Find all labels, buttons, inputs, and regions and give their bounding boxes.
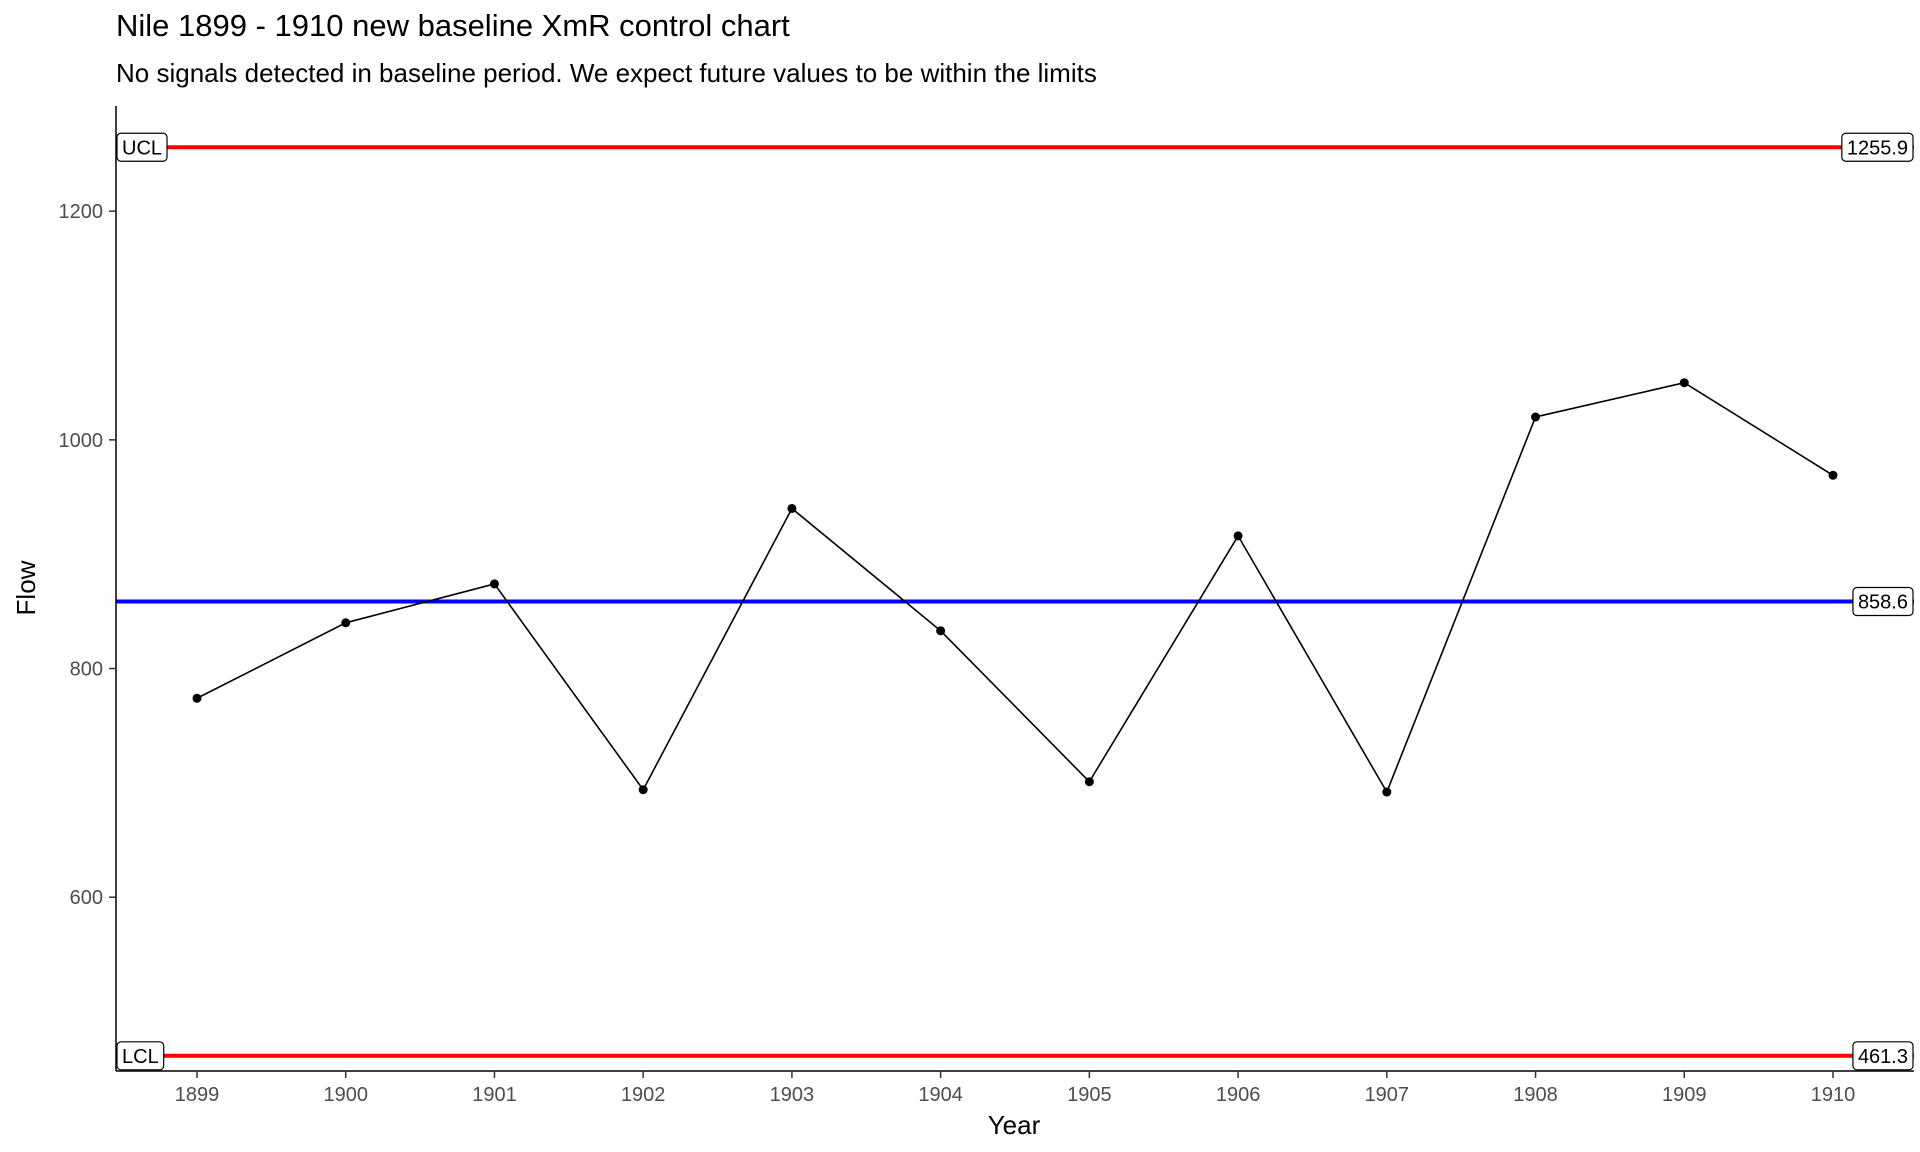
ucl-value-label-text: 1255.9: [1847, 137, 1908, 159]
data-point-1910: [1828, 470, 1838, 480]
ucl-label-text: UCL: [122, 137, 162, 159]
data-point-1900: [341, 618, 351, 628]
data-point-1904: [936, 626, 946, 636]
lcl-label-box: [116, 1041, 165, 1071]
x-tick-label-1907: 1907: [1365, 1084, 1410, 1106]
y-tick-label-600: 600: [70, 887, 103, 909]
data-point-1902: [638, 785, 648, 795]
x-tick-label-1910: 1910: [1811, 1084, 1856, 1106]
x-tick-label-1908: 1908: [1513, 1084, 1558, 1106]
lcl-value-label-box: [1852, 1041, 1914, 1071]
data-point-1906: [1233, 531, 1243, 541]
lcl-value-label-text: 461.3: [1858, 1046, 1908, 1068]
x-tick-label-1909: 1909: [1662, 1084, 1707, 1106]
data-point-1905: [1084, 777, 1094, 787]
mean-value-label: 858.6: [1852, 586, 1914, 617]
lcl-label-text: LCL: [122, 1046, 159, 1068]
mean-value-label-text: 858.6: [1858, 592, 1908, 614]
x-tick-label-1899: 1899: [175, 1084, 220, 1106]
flow-line: [196, 381, 1834, 794]
data-point-1899: [192, 693, 202, 703]
reference-labels: UCL 1255.9 858.6 LCL 461.3: [116, 132, 1914, 1071]
data-point-1901: [489, 579, 499, 589]
ucl-label: UCL: [116, 132, 168, 162]
lcl-label: LCL: [116, 1041, 165, 1071]
data-point-1903: [787, 503, 797, 513]
ucl-value-label-box: [1841, 132, 1914, 162]
lcl-value-label: 461.3: [1852, 1041, 1914, 1071]
x-axis-title: Year: [988, 1110, 1041, 1140]
x-tick-label-1902: 1902: [621, 1084, 666, 1106]
y-tick-label-800: 800: [70, 659, 103, 681]
x-tick-label-1906: 1906: [1216, 1084, 1261, 1106]
x-tick-label-1901: 1901: [472, 1084, 517, 1106]
mean-value-label-box: [1852, 586, 1914, 617]
y-tick-label-1000: 1000: [59, 430, 104, 452]
ucl-label-box: [116, 132, 168, 162]
x-tick-label-1903: 1903: [770, 1084, 815, 1106]
chart-subtitle: No signals detected in baseline period. …: [116, 58, 1097, 88]
x-tick-label-1905: 1905: [1067, 1084, 1112, 1106]
x-tick-label-1900: 1900: [323, 1084, 368, 1106]
data-point-1908: [1531, 412, 1541, 422]
y-tick-label-1200: 1200: [59, 201, 104, 223]
y-axis-title: Flow: [11, 560, 41, 615]
x-tick-label-1904: 1904: [918, 1084, 963, 1106]
data-point-1909: [1679, 378, 1689, 388]
data-point-1907: [1382, 787, 1392, 797]
axes: 600 800 1000 1200 1899 1900 1901 1902 1903 1904 19…: [59, 106, 1914, 1106]
chart-title: Nile 1899 - 1910 new baseline XmR contro…: [116, 8, 790, 43]
ucl-value-label: 1255.9: [1841, 132, 1914, 162]
data-series: [192, 378, 1838, 797]
reference-lines: [116, 145, 1914, 1058]
